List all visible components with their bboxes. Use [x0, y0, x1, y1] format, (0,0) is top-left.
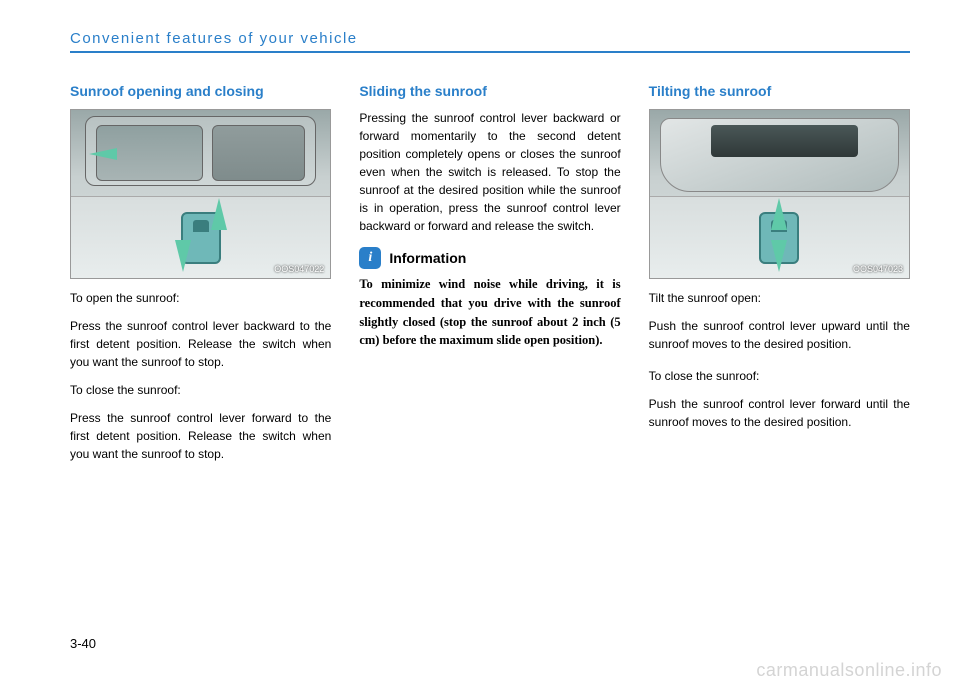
- arrow-left-icon: [89, 148, 117, 160]
- section-title-sliding: Sliding the sunroof: [359, 83, 620, 99]
- header-title: Convenient features of your vehicle: [70, 30, 910, 47]
- sunroof-panel-illustration: [85, 116, 316, 186]
- page-header: Convenient features of your vehicle: [70, 30, 910, 53]
- section-title-opening: Sunroof opening and closing: [70, 83, 331, 99]
- body-text: Push the sunroof control lever upward un…: [649, 317, 910, 353]
- body-text: Tilt the sunroof open:: [649, 289, 910, 307]
- figure-code: OOS047022: [274, 264, 324, 274]
- watermark: carmanualsonline.info: [756, 660, 942, 681]
- section-title-tilting: Tilting the sunroof: [649, 83, 910, 99]
- arrow-down-icon: [175, 240, 191, 272]
- body-text: To open the sunroof:: [70, 289, 331, 307]
- arrow-down-icon: [771, 240, 787, 272]
- content-columns: Sunroof opening and closing OOS047022 To…: [70, 83, 910, 473]
- body-text: Push the sunroof control lever forward u…: [649, 395, 910, 431]
- body-text: To close the sunroof:: [649, 367, 910, 385]
- info-icon: i: [359, 247, 381, 269]
- arrow-up-icon: [211, 198, 227, 230]
- info-label: Information: [389, 250, 466, 266]
- information-text: To minimize wind noise while driving, it…: [359, 275, 620, 350]
- body-text: Pressing the sunroof control lever backw…: [359, 109, 620, 235]
- information-heading: i Information: [359, 247, 620, 269]
- figure-sunroof-open-close: OOS047022: [70, 109, 331, 279]
- body-text: Press the sunroof control lever forward …: [70, 409, 331, 463]
- column-2: Sliding the sunroof Pressing the sunroof…: [359, 83, 620, 473]
- figure-code: OOS047023: [853, 264, 903, 274]
- car-roof-illustration: [660, 118, 899, 192]
- column-3: Tilting the sunroof OOS047023 Tilt the s…: [649, 83, 910, 473]
- body-text: To close the sunroof:: [70, 381, 331, 399]
- body-text: Press the sunroof control lever backward…: [70, 317, 331, 371]
- figure-sunroof-tilt: OOS047023: [649, 109, 910, 279]
- page-number: 3-40: [70, 636, 96, 651]
- column-1: Sunroof opening and closing OOS047022 To…: [70, 83, 331, 473]
- arrow-up-icon: [771, 198, 787, 230]
